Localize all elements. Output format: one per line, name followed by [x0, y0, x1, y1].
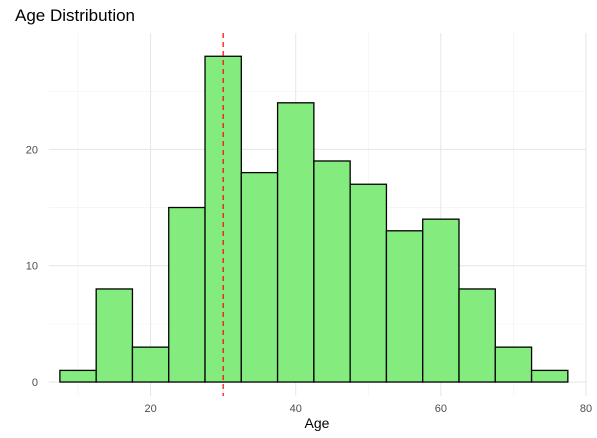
histogram-bar: [458, 288, 496, 383]
histogram-bar: [95, 288, 134, 383]
bars: [59, 55, 569, 383]
histogram-bar: [168, 206, 206, 383]
x-tick-labels: 20 40 60 80: [144, 403, 592, 415]
histogram-bar: [422, 218, 460, 383]
y-tick-label: 20: [26, 144, 38, 156]
histogram-bar: [349, 183, 388, 383]
histogram-bar: [131, 346, 170, 383]
y-tick-labels: 0 10 20: [26, 144, 38, 389]
y-tick-label: 0: [32, 377, 38, 389]
histogram-bar: [494, 346, 533, 383]
histogram-bar: [530, 369, 569, 383]
x-tick-label: 80: [580, 403, 592, 415]
x-axis-title: Age: [305, 415, 330, 431]
histogram-bar: [276, 102, 315, 383]
x-tick-label: 40: [290, 403, 302, 415]
x-tick-label: 60: [435, 403, 447, 415]
histogram-bar: [313, 160, 351, 383]
histogram-bar: [385, 230, 424, 383]
histogram-bar: [59, 369, 97, 383]
y-tick-label: 10: [26, 261, 38, 273]
x-tick-label: 20: [144, 403, 156, 415]
chart-title: Age Distribution: [15, 6, 135, 25]
histogram-bar: [240, 171, 279, 383]
